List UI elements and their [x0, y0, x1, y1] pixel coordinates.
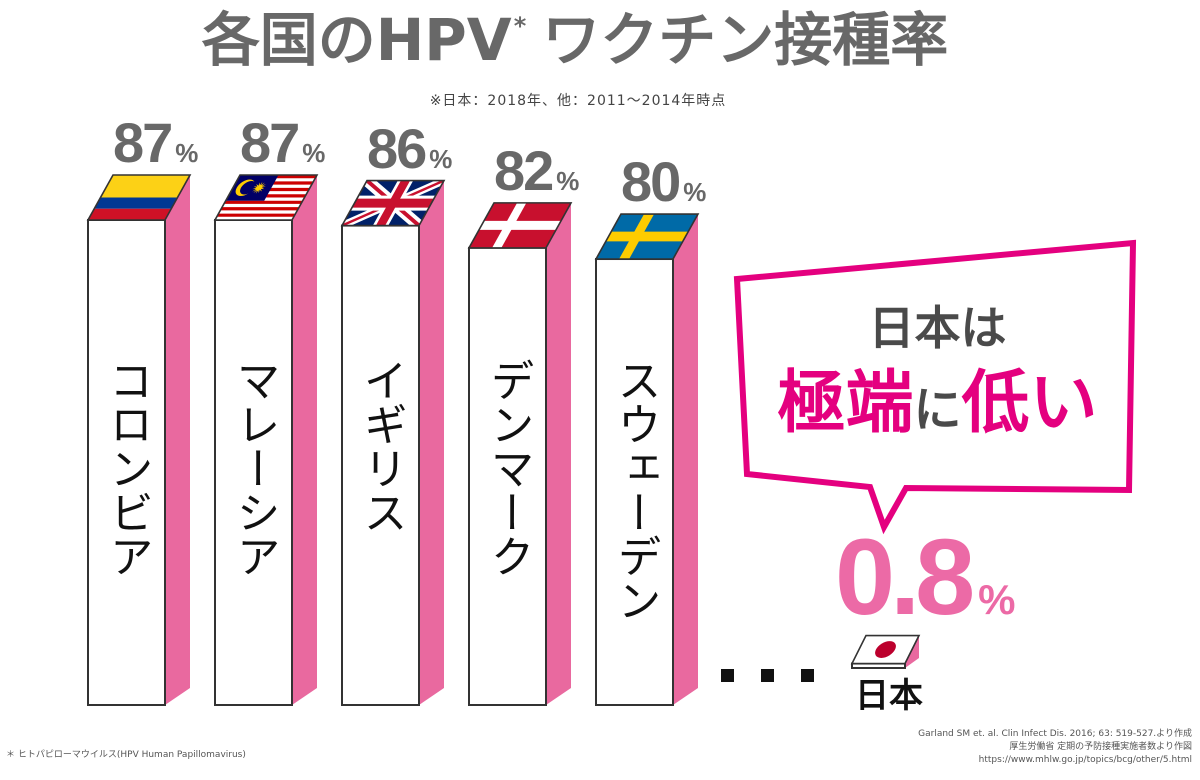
- value-label: 86%: [367, 120, 453, 187]
- ellipsis-square: [801, 669, 814, 682]
- sweden-flag-icon: [596, 214, 698, 259]
- japan-bar: [851, 636, 919, 669]
- bars: [87, 175, 919, 706]
- value-number: 0.8: [835, 516, 975, 637]
- bar-side-face: [165, 175, 190, 705]
- uk-flag-icon: [342, 181, 444, 226]
- chart-subtitle: ※日本：2018年、他：2011～2014年時点: [429, 93, 727, 109]
- category-label: コロンビア: [101, 358, 153, 578]
- value-unit: %: [978, 576, 1016, 623]
- callout-line-1: 日本は: [868, 301, 1007, 355]
- bar-front-face: [595, 258, 674, 706]
- source-line: 厚生労働省 定期の予防接種実施者数より作図: [1009, 742, 1192, 752]
- bar-front-face: [87, 219, 166, 706]
- title-text-2: ワクチン接種率: [542, 6, 949, 74]
- value-number: 87: [113, 111, 173, 174]
- value-label: 82%: [494, 142, 580, 209]
- category-label: 日本: [855, 676, 923, 716]
- bar-side-face: [419, 180, 444, 705]
- bar-front-face: [341, 224, 420, 706]
- denmark-bar: [468, 202, 571, 706]
- japan-flag-icon: [852, 636, 919, 664]
- value-number: 82: [494, 138, 554, 202]
- bar-front-face: [468, 246, 547, 706]
- highlight-value-label: 0.8%: [835, 523, 1016, 654]
- bar-front-face: [214, 219, 293, 706]
- title-text: 各国のHPV: [201, 6, 512, 74]
- category-label: デンマーク: [482, 358, 534, 578]
- callout-line-2: 極端に低い: [740, 362, 1135, 452]
- malaysia-bar: [214, 175, 317, 706]
- sources: Garland SM et. al. Clin Infect Dis. 2016…: [918, 728, 1192, 767]
- category-label: イギリス: [355, 358, 407, 534]
- callout-emphasis: 極端: [777, 364, 914, 443]
- source-line: Garland SM et. al. Clin Infect Dis. 2016…: [918, 729, 1192, 739]
- value-label: 87%: [113, 115, 198, 181]
- source-line: https://www.mhlw.go.jp/topics/bcg/other/…: [978, 755, 1192, 765]
- category-label: スウェーデン: [609, 358, 661, 622]
- value-number: 87: [240, 111, 300, 174]
- value-unit: %: [556, 165, 580, 196]
- callout-bubble: [733, 239, 1137, 535]
- ellipsis-square: [721, 669, 734, 682]
- value-unit: %: [429, 143, 453, 174]
- value-label: 80%: [621, 154, 706, 220]
- ellipsis-square: [761, 669, 774, 682]
- value-number: 86: [367, 116, 427, 180]
- callout-particle: に: [913, 382, 962, 438]
- ellipsis-marks: [721, 669, 814, 682]
- category-label: マレーシア: [228, 358, 280, 578]
- colombia-bar: [87, 175, 190, 706]
- value-number: 80: [621, 150, 681, 214]
- value-unit: %: [175, 138, 199, 168]
- chart-title: 各国のHPV* ワクチン接種率: [0, 4, 1150, 88]
- value-unit: %: [683, 177, 707, 208]
- value-unit: %: [302, 138, 326, 168]
- bar-side-face: [546, 202, 571, 705]
- colombia-flag-icon: [88, 175, 190, 220]
- title-footnote-mark: *: [513, 12, 527, 40]
- callout-emphasis: 低い: [961, 364, 1098, 443]
- sweden-bar: [595, 214, 698, 706]
- denmark-flag-icon: [469, 203, 571, 248]
- bar-side-face: [673, 214, 698, 705]
- value-label: 87%: [240, 115, 325, 181]
- bar-side-face: [292, 175, 317, 705]
- malaysia-flag-icon: [215, 175, 317, 220]
- uk-bar: [341, 180, 444, 706]
- footnote: ＊ ヒトパピローマウイルス(HPV Human Papillomavirus): [6, 750, 246, 760]
